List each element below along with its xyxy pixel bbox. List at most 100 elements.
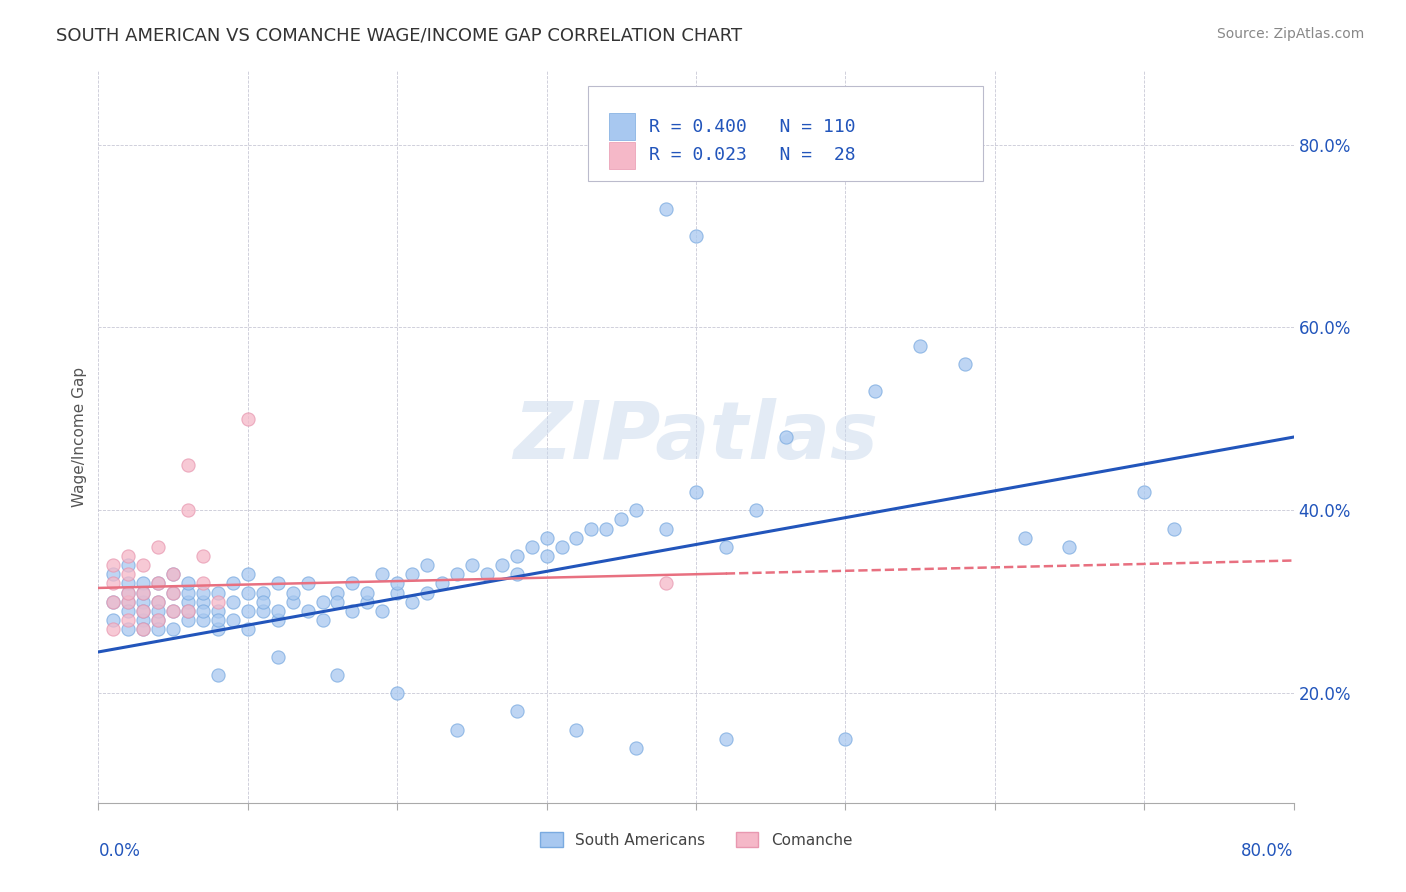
Point — [103, 613, 125, 627]
Point — [132, 622, 155, 636]
Point — [297, 576, 319, 591]
Point — [162, 604, 184, 618]
Point — [148, 594, 170, 608]
Point — [132, 604, 155, 618]
Point — [191, 604, 214, 618]
Point — [834, 731, 856, 746]
Point — [117, 567, 139, 582]
Point — [117, 594, 139, 608]
Point — [117, 585, 139, 599]
Text: SOUTH AMERICAN VS COMANCHE WAGE/INCOME GAP CORRELATION CHART: SOUTH AMERICAN VS COMANCHE WAGE/INCOME G… — [56, 27, 742, 45]
Point — [430, 576, 453, 591]
Point — [222, 576, 245, 591]
Point — [626, 503, 648, 517]
Point — [401, 567, 423, 582]
Bar — [609, 112, 636, 140]
Point — [311, 613, 333, 627]
Point — [342, 576, 364, 591]
Point — [610, 512, 633, 526]
Point — [117, 622, 139, 636]
Point — [252, 604, 274, 618]
Point — [148, 604, 170, 618]
Point — [714, 731, 737, 746]
Point — [416, 585, 439, 599]
Point — [117, 604, 139, 618]
Point — [626, 740, 648, 755]
Point — [162, 585, 184, 599]
Point — [550, 540, 572, 554]
Point — [491, 558, 513, 573]
Text: R = 0.400   N = 110: R = 0.400 N = 110 — [650, 118, 856, 136]
Point — [177, 585, 200, 599]
Point — [132, 576, 155, 591]
Point — [103, 594, 125, 608]
Point — [401, 594, 423, 608]
Point — [745, 503, 768, 517]
Point — [117, 558, 139, 573]
Point — [162, 567, 184, 582]
Point — [655, 202, 678, 216]
Point — [536, 549, 558, 563]
Point — [311, 594, 333, 608]
Point — [191, 594, 214, 608]
Point — [775, 430, 797, 444]
Point — [162, 604, 184, 618]
Point — [267, 613, 290, 627]
Point — [595, 521, 617, 535]
Legend: South Americans, Comanche: South Americans, Comanche — [534, 825, 858, 854]
Point — [148, 576, 170, 591]
Point — [162, 567, 184, 582]
Point — [475, 567, 498, 582]
Point — [281, 585, 304, 599]
Point — [356, 585, 378, 599]
Point — [207, 667, 229, 681]
Point — [267, 576, 290, 591]
Point — [1133, 485, 1156, 500]
Point — [506, 549, 529, 563]
Point — [236, 585, 259, 599]
Point — [565, 723, 588, 737]
Point — [356, 594, 378, 608]
Point — [326, 585, 349, 599]
Point — [117, 585, 139, 599]
Point — [117, 549, 139, 563]
Point — [132, 604, 155, 618]
Point — [581, 521, 603, 535]
Point — [655, 576, 678, 591]
Text: ZIPatlas: ZIPatlas — [513, 398, 879, 476]
Point — [252, 594, 274, 608]
Point — [655, 521, 678, 535]
Point — [446, 723, 468, 737]
Point — [177, 503, 200, 517]
Point — [132, 585, 155, 599]
Point — [281, 594, 304, 608]
Point — [371, 567, 394, 582]
Point — [103, 622, 125, 636]
Point — [177, 604, 200, 618]
Point — [177, 594, 200, 608]
Text: 80.0%: 80.0% — [1241, 842, 1294, 860]
Point — [132, 558, 155, 573]
Point — [236, 622, 259, 636]
Point — [177, 604, 200, 618]
Text: R = 0.023   N =  28: R = 0.023 N = 28 — [650, 146, 856, 164]
Point — [506, 567, 529, 582]
Point — [236, 412, 259, 426]
Point — [191, 613, 214, 627]
Point — [117, 613, 139, 627]
Point — [103, 594, 125, 608]
Point — [132, 622, 155, 636]
Point — [132, 613, 155, 627]
Point — [207, 585, 229, 599]
Point — [953, 357, 976, 371]
Point — [148, 613, 170, 627]
Point — [236, 567, 259, 582]
Point — [148, 622, 170, 636]
Point — [162, 585, 184, 599]
Point — [222, 594, 245, 608]
Point — [1163, 521, 1185, 535]
Point — [908, 339, 931, 353]
Point — [148, 613, 170, 627]
Point — [267, 649, 290, 664]
Point — [117, 594, 139, 608]
